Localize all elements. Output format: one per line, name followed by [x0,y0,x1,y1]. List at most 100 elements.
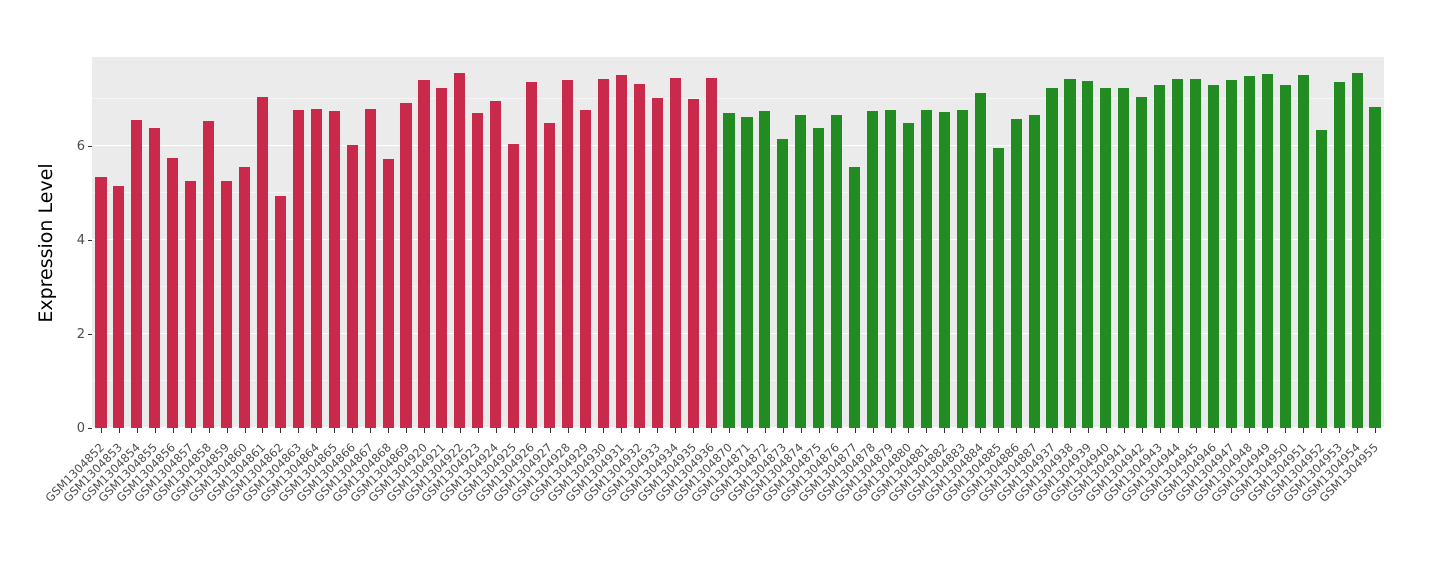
bar[interactable] [831,115,843,428]
bar[interactable] [472,113,484,428]
bar[interactable] [597,78,609,428]
bar[interactable] [651,98,663,428]
bar[interactable] [1064,79,1076,428]
bar[interactable] [1315,130,1327,428]
bar[interactable] [1225,80,1238,428]
bar[interactable] [1136,96,1148,428]
bar[interactable] [131,120,143,428]
bar[interactable] [867,110,879,428]
bar[interactable] [849,167,861,428]
bar[interactable] [669,77,681,428]
bar[interactable] [490,101,502,428]
x-axis-tick-mark [711,428,713,433]
bar[interactable] [759,110,771,428]
bar[interactable] [1207,85,1220,428]
bar[interactable] [238,167,251,428]
bar[interactable] [705,77,717,428]
x-axis-tick-mark [1285,428,1287,433]
bar[interactable] [1261,73,1273,428]
bar[interactable] [382,159,394,428]
bar[interactable] [508,144,520,428]
bar[interactable] [436,87,448,428]
bar[interactable] [1154,85,1166,428]
bar[interactable] [310,108,322,428]
x-axis-tick-mark [944,428,946,433]
bar[interactable] [95,176,107,428]
bar[interactable] [615,74,627,428]
x-axis-tick-mark [621,428,623,433]
x-axis-tick-mark [782,428,784,433]
x-axis-tick-mark [298,428,300,433]
x-axis-tick-mark [406,428,408,433]
x-axis-tick-mark [334,428,336,433]
bar[interactable] [1082,81,1094,428]
bar[interactable] [149,128,161,428]
bar[interactable] [346,145,358,428]
x-axis-tick-mark [208,428,210,433]
bar[interactable] [1369,106,1381,428]
bar[interactable] [1243,75,1255,428]
y-axis-tick-label: 0 [76,420,85,436]
bar[interactable] [561,79,574,428]
gridline-minor [92,192,1384,194]
x-axis-tick-mark [926,428,928,433]
x-axis [92,428,1384,436]
bar[interactable] [974,92,986,428]
bar[interactable] [113,185,125,428]
x-axis-tick-mark [675,428,677,433]
bar[interactable] [256,97,269,428]
bar[interactable] [544,122,556,428]
bar[interactable] [167,157,179,428]
bar[interactable] [687,98,699,428]
x-axis-tick-mark [854,428,856,433]
bar[interactable] [1297,74,1309,428]
bar[interactable] [1333,82,1345,428]
bar[interactable] [777,138,789,428]
bar[interactable] [454,73,466,428]
bar[interactable] [795,115,807,428]
bar[interactable] [884,109,897,428]
bar[interactable] [1028,115,1040,428]
x-axis-tick-mark [1231,428,1233,433]
x-axis-tick-mark [1249,428,1251,433]
bar[interactable] [274,196,286,428]
bar[interactable] [920,109,932,428]
bar[interactable] [813,128,825,428]
gridline-minor [92,286,1384,288]
x-axis-tick-mark [746,428,748,433]
bar[interactable] [741,117,753,428]
bar[interactable] [1279,85,1291,428]
bar[interactable] [1100,87,1112,428]
x-axis-tick-mark [1177,428,1179,433]
bar[interactable] [364,108,376,428]
bar[interactable] [938,112,950,428]
bar[interactable] [1046,88,1058,428]
bar[interactable] [902,122,915,428]
bar[interactable] [203,120,215,428]
y-axis-tick-mark [88,427,92,429]
bar[interactable] [723,113,735,428]
x-axis-tick-mark [280,428,282,433]
bar[interactable] [526,82,538,428]
bar[interactable] [1118,88,1130,428]
bar[interactable] [328,110,340,428]
x-axis-tick-mark [1034,428,1036,433]
x-axis-tick-mark [370,428,372,433]
bar[interactable] [633,83,645,428]
y-axis-tick-label: 4 [76,232,85,248]
bar[interactable] [1172,78,1184,428]
bar[interactable] [579,109,592,428]
bar[interactable] [956,109,968,428]
bar[interactable] [1351,73,1363,428]
bar[interactable] [1190,79,1202,428]
bar[interactable] [221,180,233,428]
x-axis-tick-mark [1195,428,1197,433]
bar[interactable] [185,180,197,428]
bar[interactable] [1010,119,1022,428]
bar[interactable] [292,109,304,428]
x-axis-tick-mark [136,428,138,433]
x-axis-tick-mark [531,428,533,433]
bar[interactable] [400,103,412,428]
bar[interactable] [992,147,1004,428]
bar[interactable] [418,80,430,428]
